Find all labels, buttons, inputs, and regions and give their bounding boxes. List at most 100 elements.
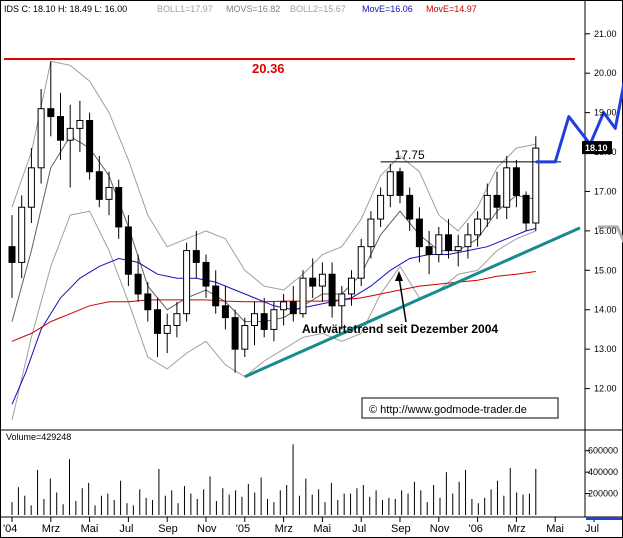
candle-body — [134, 273, 142, 295]
candle-body — [318, 273, 326, 287]
candle-body — [105, 187, 113, 200]
current-price-box — [582, 141, 612, 155]
candle-body — [270, 309, 278, 330]
candle — [338, 286, 346, 330]
candle-body — [512, 167, 520, 196]
candle-body — [57, 116, 64, 141]
header: IDS C: 18.10 H: 18.49 L: 16.00 BOLL1=17.… — [4, 4, 477, 14]
candle-body — [27, 167, 35, 208]
candle-body — [435, 234, 443, 256]
candle-body — [445, 234, 452, 252]
header-movs: MOVS=16.82 — [226, 4, 280, 14]
candle-body — [289, 301, 297, 315]
candle-body — [464, 234, 472, 248]
candle — [377, 187, 385, 227]
candle-body — [154, 309, 161, 334]
candle-body — [328, 273, 336, 307]
time-tick-label: Jul — [352, 523, 366, 535]
candle — [212, 270, 220, 314]
candle — [367, 211, 375, 259]
candle — [202, 254, 210, 298]
candlesticks — [8, 61, 540, 373]
candle-body — [299, 277, 307, 315]
candle — [299, 270, 307, 318]
candle — [66, 104, 74, 188]
time-tick-label: Jul — [119, 523, 133, 535]
candle — [192, 230, 200, 279]
resistance-label: 20.36 — [252, 61, 285, 76]
price-tick-label: 20.00 — [594, 68, 617, 78]
bearish-projection-line — [597, 225, 623, 244]
candle-body — [115, 187, 123, 228]
watermark-box — [361, 397, 559, 419]
current-price-label: 18.10 — [585, 143, 608, 153]
watermark-text: © http://www.godmode-trader.de — [369, 404, 527, 416]
price-tick-label: 15.00 — [594, 265, 617, 275]
candle-body — [86, 120, 94, 173]
candle-body — [124, 226, 132, 275]
level-label-17-75: 17.75 — [395, 148, 425, 162]
time-tick-label: Sep — [391, 523, 411, 535]
candle — [57, 92, 64, 160]
candle — [231, 309, 239, 373]
candle — [386, 163, 394, 208]
candle — [251, 301, 258, 346]
candle — [396, 167, 404, 204]
time-tick-label: Mai — [81, 523, 99, 535]
candle — [309, 258, 317, 298]
candle-body — [144, 293, 152, 311]
time-tick-label: '06 — [469, 523, 483, 535]
uptrend-line — [244, 226, 581, 379]
volume-tick-label: 600000 — [588, 446, 618, 456]
candle — [241, 317, 249, 358]
candle-body — [231, 317, 239, 350]
candle — [493, 171, 501, 220]
candle — [464, 223, 472, 259]
volume-panel: Volume=429248 200000 400000 600000 — [6, 432, 618, 515]
volume-tick-label: 400000 — [588, 467, 618, 477]
candle — [503, 155, 511, 220]
uptrend-arrow-shaft — [398, 276, 407, 323]
volume-label: Volume=429248 — [6, 432, 71, 442]
time-tick-label: Mai — [546, 523, 564, 535]
header-boll1: BOLL1=17.97 — [157, 4, 213, 14]
candle-body — [202, 261, 210, 287]
candle — [415, 207, 423, 263]
candle-body — [396, 171, 404, 196]
candle-body — [241, 325, 249, 350]
price-tick-label: 21.00 — [594, 29, 617, 39]
time-tick-label: Sep — [158, 523, 178, 535]
time-tick-label: Mrz — [42, 523, 60, 535]
candle — [124, 215, 132, 287]
candle-body — [212, 285, 220, 307]
header-boll2: BOLL2=15.67 — [290, 4, 346, 14]
time-tick-label: Mai — [313, 523, 331, 535]
candle — [512, 159, 520, 208]
time-tick-label: Mrz — [275, 523, 293, 535]
candle-body — [474, 218, 482, 236]
candle — [425, 230, 433, 275]
candle-body — [18, 206, 26, 263]
candle-body — [309, 277, 317, 287]
candle-body — [163, 325, 171, 334]
candle-body — [280, 301, 288, 311]
candle — [270, 301, 278, 342]
candle-body — [8, 246, 16, 263]
candle — [522, 191, 530, 231]
time-tick-label: Nov — [430, 523, 450, 535]
candle-body — [47, 108, 55, 118]
candle — [328, 262, 336, 318]
header-quote: IDS C: 18.10 H: 18.49 L: 16.00 — [4, 4, 127, 14]
price-tick-label: 19.00 — [594, 108, 617, 118]
candle — [532, 136, 540, 231]
annotations: 20.36 17.75 Aufwärtstrend seit Dezember 20… — [4, 58, 623, 379]
candle — [357, 238, 365, 287]
volume-tick-label: 200000 — [588, 489, 618, 499]
candle — [289, 286, 297, 322]
candle-body — [66, 127, 74, 141]
candle — [221, 286, 229, 330]
time-axis: '04 Mrz Mai Jul Sep Nov '05 Mrz Mai Jul Sep Nov '06 M… — [3, 517, 622, 535]
candle — [8, 215, 16, 298]
